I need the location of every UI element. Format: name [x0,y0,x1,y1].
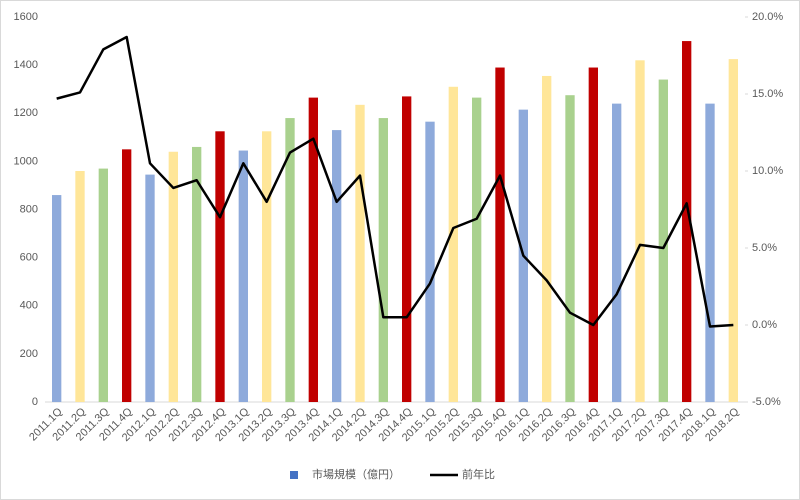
bar [588,67,598,402]
y-tick-label: 800 [20,203,38,215]
bar [332,130,342,402]
y-tick-label: 1000 [14,155,38,167]
bar [635,60,645,402]
bar [98,168,108,402]
bar [565,95,575,402]
bar [542,75,552,402]
bar [308,97,318,402]
bar [378,118,388,402]
y2-tick-label: -5.0% [752,396,781,408]
bar [728,59,738,402]
y2-tick-label: 10.0% [752,165,783,177]
bar [355,104,365,402]
y-tick-label: 1600 [14,11,38,23]
y2-tick-label: 0.0% [752,319,777,331]
bar [472,97,482,402]
y2-tick-label: 5.0% [752,242,777,254]
bar [145,174,155,402]
bar [262,131,272,402]
bar [658,79,668,402]
bar [215,131,225,402]
bar [122,149,132,402]
bar [682,41,692,402]
y2-tick-label: 15.0% [752,88,783,100]
y-tick-label: 400 [20,300,38,312]
bar [192,146,202,402]
y-tick-label: 200 [20,348,38,360]
y-tick-label: 1400 [14,59,38,71]
legend-label: 市場規模（億円） [312,467,400,481]
y-tick-label: 0 [32,396,38,408]
bar [402,96,412,402]
bar [495,67,505,402]
y2-tick-label: 20.0% [752,11,783,23]
bar [612,103,622,402]
bar [448,86,458,402]
bar [285,118,295,402]
line [56,35,734,328]
bar [705,103,715,402]
bar [425,121,435,402]
y-tick-label: 1200 [14,107,38,119]
legend-swatch [290,471,298,479]
bar [168,151,178,402]
legend-label: 前年比 [462,467,495,481]
y-tick-label: 600 [20,252,38,264]
bar [52,195,62,402]
bar [75,171,85,402]
bar [238,150,248,402]
